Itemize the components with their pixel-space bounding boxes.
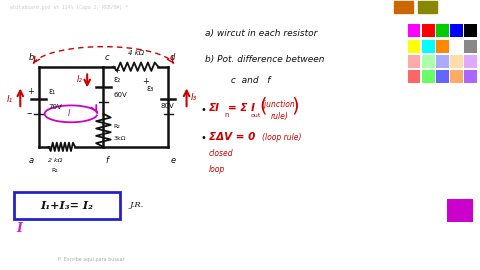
Bar bbox=[422, 24, 434, 37]
Text: d: d bbox=[170, 53, 175, 62]
Text: n: n bbox=[225, 112, 229, 118]
Bar bbox=[422, 70, 434, 83]
Text: out: out bbox=[250, 113, 261, 118]
Text: ΣI: ΣI bbox=[209, 103, 220, 113]
Text: R₁: R₁ bbox=[51, 168, 58, 173]
Text: I₁+I₃= I₂: I₁+I₃= I₂ bbox=[40, 200, 94, 211]
Bar bbox=[418, 2, 437, 13]
Bar bbox=[464, 40, 477, 53]
Text: loop: loop bbox=[209, 165, 225, 174]
Text: +: + bbox=[114, 66, 120, 75]
Bar bbox=[464, 70, 477, 83]
Bar bbox=[464, 24, 477, 37]
Text: c  and   f: c and f bbox=[205, 76, 270, 85]
Text: ε₃: ε₃ bbox=[146, 85, 153, 93]
Text: 60V: 60V bbox=[114, 92, 127, 98]
Text: ε₂: ε₂ bbox=[114, 75, 121, 84]
Bar bbox=[436, 40, 449, 53]
Text: 4 kΩ: 4 kΩ bbox=[128, 50, 144, 56]
Bar bbox=[436, 24, 449, 37]
Text: a) wircut in each resistor: a) wircut in each resistor bbox=[205, 29, 317, 38]
Bar bbox=[408, 24, 420, 37]
Bar bbox=[436, 55, 449, 68]
Text: •: • bbox=[201, 105, 207, 115]
Text: whiteboard.psd at 114% (Capa 2, RGB/8#) *: whiteboard.psd at 114% (Capa 2, RGB/8#) … bbox=[10, 5, 128, 10]
Text: f: f bbox=[105, 157, 108, 166]
Bar bbox=[422, 55, 434, 68]
Text: +: + bbox=[142, 77, 149, 86]
Text: I₃: I₃ bbox=[191, 93, 197, 102]
Bar bbox=[464, 55, 477, 68]
Text: (: ( bbox=[260, 96, 267, 116]
Text: e: e bbox=[170, 157, 176, 166]
Text: J.R.: J.R. bbox=[130, 201, 144, 209]
Text: a: a bbox=[29, 157, 34, 166]
Text: I₂: I₂ bbox=[77, 75, 83, 84]
Bar bbox=[446, 199, 472, 222]
Text: closed: closed bbox=[209, 149, 233, 158]
Bar bbox=[450, 40, 463, 53]
Text: b) Pot. difference between: b) Pot. difference between bbox=[205, 55, 324, 64]
Bar bbox=[408, 40, 420, 53]
Text: R₂: R₂ bbox=[114, 124, 120, 129]
Text: c: c bbox=[104, 53, 109, 62]
Bar bbox=[450, 24, 463, 37]
Text: rule): rule) bbox=[271, 112, 289, 121]
Bar bbox=[436, 70, 449, 83]
Text: 11:00
04/11/2020: 11:00 04/11/2020 bbox=[411, 255, 434, 264]
Bar bbox=[422, 40, 434, 53]
Bar bbox=[450, 70, 463, 83]
Text: 3kΩ: 3kΩ bbox=[114, 136, 126, 141]
Text: ): ) bbox=[291, 96, 299, 116]
FancyBboxPatch shape bbox=[14, 192, 120, 219]
Text: b: b bbox=[28, 53, 34, 62]
Text: ε₁: ε₁ bbox=[48, 87, 56, 96]
Text: I: I bbox=[68, 109, 70, 118]
Bar bbox=[394, 2, 413, 13]
Text: I₁: I₁ bbox=[7, 95, 13, 104]
Text: 80V: 80V bbox=[160, 103, 174, 109]
Text: = Σ I: = Σ I bbox=[228, 103, 255, 113]
Text: –: – bbox=[27, 108, 33, 118]
Text: •: • bbox=[201, 133, 207, 143]
Bar bbox=[408, 55, 420, 68]
Bar bbox=[450, 55, 463, 68]
Text: 2 kΩ: 2 kΩ bbox=[48, 158, 62, 163]
Bar bbox=[408, 70, 420, 83]
Text: P  Escribe aqui para buscar: P Escribe aqui para buscar bbox=[58, 257, 124, 262]
Text: ΣΔV = 0: ΣΔV = 0 bbox=[209, 132, 255, 142]
Text: (junction: (junction bbox=[262, 100, 295, 109]
Text: I: I bbox=[16, 222, 22, 235]
Text: +: + bbox=[27, 87, 34, 96]
Text: 70V: 70V bbox=[48, 104, 62, 110]
Text: (loop rule): (loop rule) bbox=[262, 133, 301, 142]
